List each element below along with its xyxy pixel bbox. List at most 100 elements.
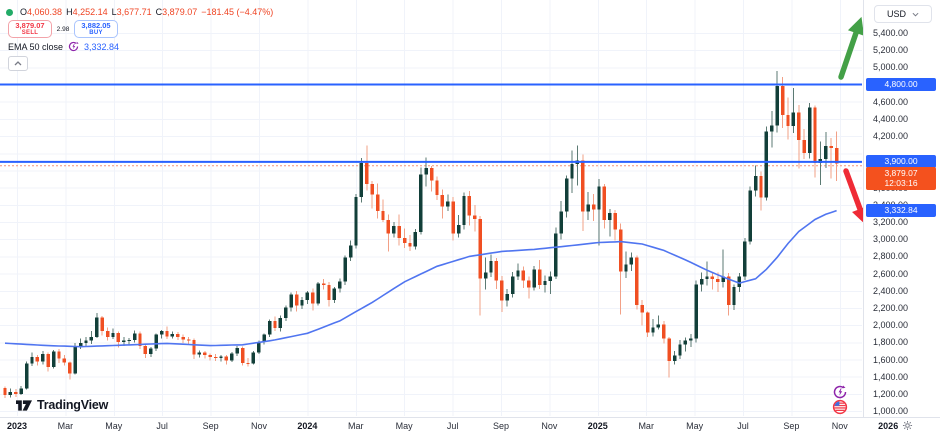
candle <box>743 237 747 281</box>
chevron-down-icon <box>912 12 919 17</box>
candle <box>267 319 272 337</box>
candle <box>359 158 364 203</box>
time-tick-label: Sep <box>492 421 510 431</box>
candle <box>8 388 13 398</box>
candle <box>95 313 99 339</box>
candle <box>624 251 628 278</box>
time-tick-label: May <box>395 421 413 431</box>
candle <box>170 331 175 339</box>
indicator-loading-icon <box>68 41 79 52</box>
auto-update-event[interactable] <box>833 385 847 399</box>
price-tick-label: 1,800.00 <box>873 337 909 348</box>
candle <box>332 286 337 303</box>
candle <box>111 328 115 339</box>
candle <box>413 228 418 250</box>
time-axis[interactable]: 2023 Mar May Jul Sep Nov 2024 Mar May Jul Sep Nov 20… <box>0 417 940 434</box>
up-arrow-drawing[interactable] <box>838 16 865 80</box>
ohlc-open-key: O <box>20 7 28 17</box>
candle <box>392 222 396 238</box>
candle <box>608 209 612 237</box>
candle <box>51 350 56 369</box>
ema-line[interactable] <box>4 209 837 348</box>
candle <box>473 204 477 232</box>
candle <box>462 192 466 230</box>
candle <box>203 350 207 359</box>
candle <box>689 334 693 348</box>
candle <box>381 199 385 223</box>
candle <box>273 316 277 332</box>
ohlc-close-value: 3,879.07 <box>162 7 198 17</box>
currency-label: USD <box>886 9 906 19</box>
time-tick-label: May <box>686 421 704 431</box>
candle <box>57 349 61 363</box>
candle <box>618 223 623 315</box>
candle <box>537 259 542 290</box>
candle <box>19 386 23 396</box>
candle <box>759 171 763 211</box>
ohlc-low-key: L <box>111 7 117 17</box>
candle <box>543 275 547 293</box>
gear-icon[interactable] <box>901 419 915 433</box>
sell-button[interactable]: 3,879.07 SELL <box>8 20 52 38</box>
candle <box>300 297 304 309</box>
price-tick-label: 4,200.00 <box>873 131 909 142</box>
candle <box>338 278 342 293</box>
candle <box>435 176 439 201</box>
candle <box>89 330 94 345</box>
candle <box>41 350 45 365</box>
candle <box>397 214 401 246</box>
candle <box>456 215 461 238</box>
collapse-legend-button[interactable] <box>8 56 28 71</box>
candle <box>311 288 315 311</box>
grid <box>0 0 890 416</box>
candle <box>343 255 347 285</box>
candle <box>797 105 801 169</box>
candle <box>354 194 358 249</box>
symbol-legend[interactable]: O4,060.38 H4,252.14 L3,677.71 C3,879.07 … <box>6 6 273 18</box>
tradingview-logo[interactable]: TradingView <box>16 398 108 412</box>
candle <box>68 361 72 380</box>
candle <box>30 352 34 366</box>
candle <box>316 282 320 306</box>
candle <box>84 337 88 348</box>
candle <box>494 258 499 290</box>
candle <box>597 179 601 246</box>
candle <box>73 343 77 375</box>
candle <box>408 234 412 251</box>
price-tick-label: 1,600.00 <box>873 354 909 365</box>
us-economic-event[interactable] <box>832 399 848 415</box>
candle <box>694 280 698 343</box>
ohlc-open-value: 4,060.38 <box>27 7 63 17</box>
price-tick-label: 2,000.00 <box>873 320 909 331</box>
candle <box>348 240 353 262</box>
indicator-legend[interactable]: EMA 50 close 3,332.84 <box>8 41 119 52</box>
sell-label: SELL <box>21 29 39 36</box>
time-tick-label: Nov <box>831 421 848 431</box>
candle <box>78 338 83 350</box>
price-axis[interactable]: 5,400.00 5,200.00 5,000.00 4,600.00 4,400.00… <box>863 0 940 417</box>
candle <box>197 350 202 358</box>
buy-button[interactable]: 3,882.05 BUY <box>74 20 118 38</box>
candle <box>419 167 423 235</box>
price-tick-label: 2,400.00 <box>873 285 909 296</box>
currency-selector[interactable]: USD <box>874 5 932 23</box>
candle <box>208 353 212 361</box>
candle <box>24 361 29 390</box>
time-tick-label: 2026 <box>878 421 899 431</box>
candle <box>446 194 450 211</box>
tradingview-glyph-icon <box>16 399 32 411</box>
candle <box>305 290 310 305</box>
price-badge-ema-value: 3,332.84 <box>866 204 936 218</box>
price-tick-label: 1,400.00 <box>873 371 909 382</box>
candle <box>262 333 266 345</box>
spread-value: 2.98 <box>56 25 70 33</box>
candle <box>105 327 110 341</box>
buy-price: 3,882.05 <box>81 20 111 30</box>
price-tick-label: 1,200.00 <box>873 388 909 399</box>
time-tick-label: 2025 <box>587 421 608 431</box>
ohlc-high-key: H <box>66 7 73 17</box>
price-tick-label: 1,000.00 <box>873 406 909 417</box>
price-tick-label: 2,600.00 <box>873 268 909 279</box>
candle <box>327 281 331 307</box>
